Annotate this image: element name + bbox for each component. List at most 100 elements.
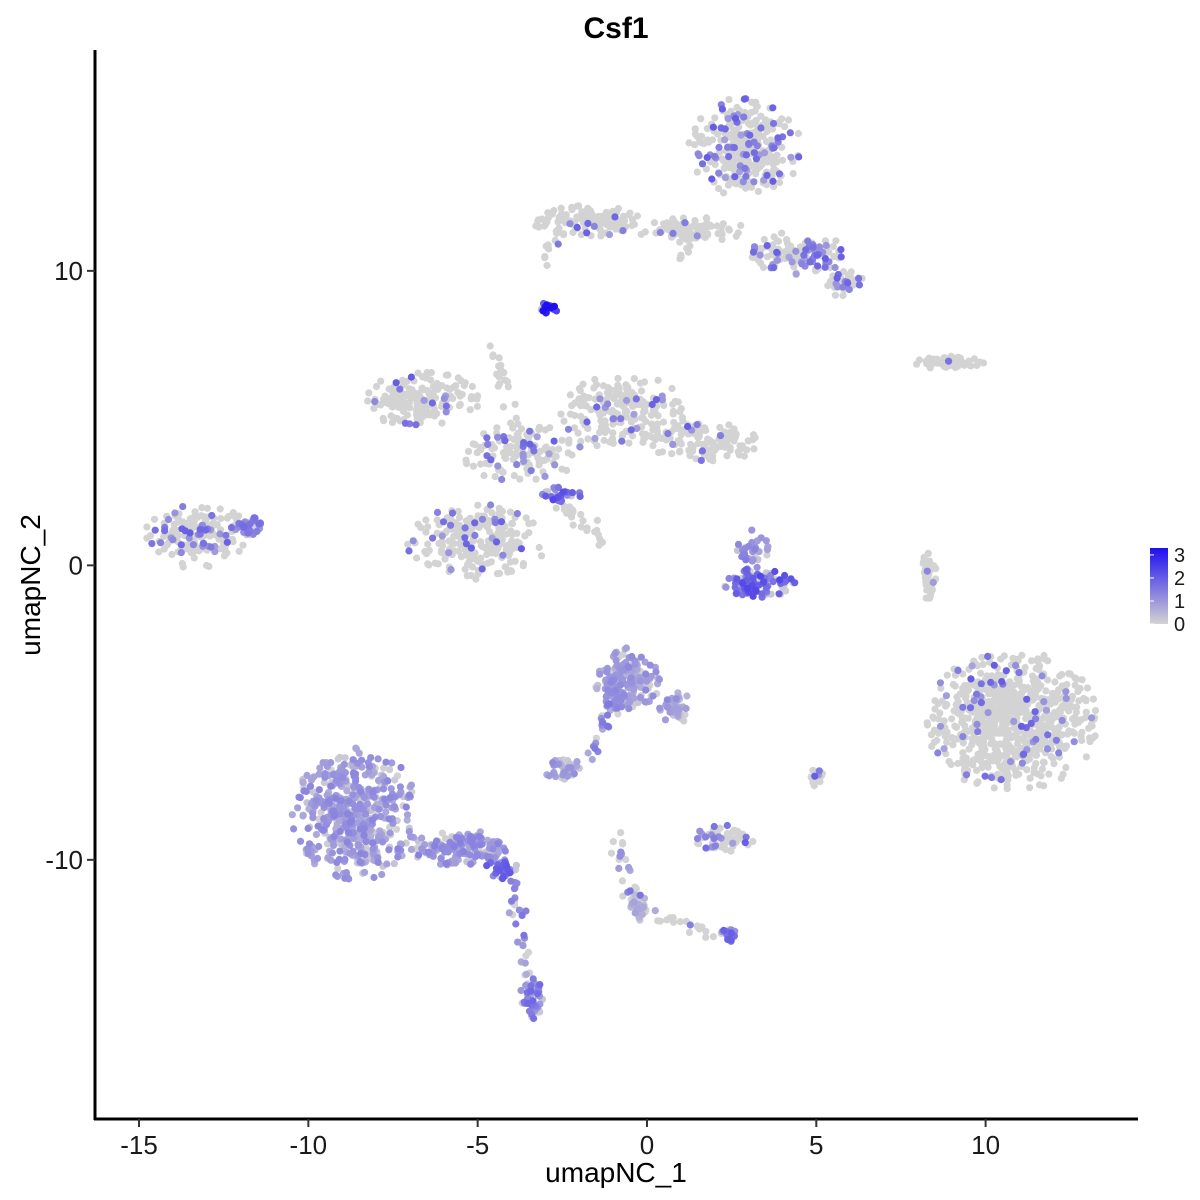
cell-point xyxy=(343,810,351,818)
cell-point xyxy=(693,132,702,140)
cell-point xyxy=(433,508,442,516)
cell-point xyxy=(391,776,399,784)
cell-point xyxy=(599,382,608,390)
cell-point xyxy=(811,772,819,780)
cell-point xyxy=(579,380,587,388)
cell-point xyxy=(756,572,765,580)
cell-point xyxy=(510,455,518,463)
cell-point xyxy=(954,759,962,768)
cell-point xyxy=(563,466,571,474)
cell-point xyxy=(438,532,446,540)
cell-point xyxy=(384,777,392,785)
cell-point xyxy=(727,929,735,937)
cell-point xyxy=(456,513,464,522)
cell-point xyxy=(545,450,553,458)
cell-point xyxy=(822,241,830,249)
cell-point xyxy=(725,153,733,161)
cell-point xyxy=(748,526,756,534)
cell-point xyxy=(148,540,156,548)
cell-point xyxy=(770,144,778,152)
cell-point xyxy=(575,395,583,403)
cell-point xyxy=(618,877,627,885)
cell-point xyxy=(627,426,635,434)
cell-point xyxy=(1082,753,1090,761)
cell-point xyxy=(725,429,733,437)
cell-point xyxy=(618,839,627,847)
cell-point xyxy=(1026,686,1034,695)
cell-point xyxy=(741,839,749,847)
cell-point xyxy=(541,426,549,434)
cell-point xyxy=(695,222,703,230)
cell-point xyxy=(831,291,840,299)
cell-point xyxy=(961,722,969,730)
x-tick-label: 5 xyxy=(809,1130,823,1160)
cell-point xyxy=(512,861,521,869)
cell-point xyxy=(472,575,480,583)
cell-point xyxy=(694,150,702,158)
cell-point xyxy=(419,373,427,381)
cell-point xyxy=(708,175,716,183)
cell-point xyxy=(463,572,471,580)
legend-tick-label: 3 xyxy=(1174,545,1185,567)
cell-point xyxy=(157,539,165,547)
cell-point xyxy=(191,508,199,516)
cell-point xyxy=(406,404,414,412)
cell-point xyxy=(1041,712,1049,720)
cell-point xyxy=(821,255,830,263)
cell-point xyxy=(571,411,579,420)
cell-point xyxy=(683,692,691,700)
cell-point xyxy=(605,231,614,239)
cell-point xyxy=(442,371,450,379)
cell-point xyxy=(500,369,508,377)
cell-point xyxy=(179,503,187,511)
cell-point xyxy=(743,584,751,592)
cell-point xyxy=(726,130,734,139)
cell-point xyxy=(549,759,557,767)
cell-point xyxy=(620,217,629,225)
cell-point xyxy=(783,239,792,247)
cell-point xyxy=(480,472,488,480)
cell-point xyxy=(423,386,431,395)
cell-point xyxy=(484,440,492,448)
cell-point xyxy=(730,437,738,445)
cell-point xyxy=(455,402,463,410)
cell-point xyxy=(391,400,399,409)
cell-point xyxy=(1055,749,1063,757)
cell-point xyxy=(489,352,497,361)
cell-point xyxy=(959,755,967,763)
cell-point xyxy=(757,112,765,120)
cell-point xyxy=(560,417,568,425)
cell-point xyxy=(168,550,176,559)
cell-point xyxy=(617,829,625,837)
cell-point xyxy=(464,447,473,455)
cell-point xyxy=(981,772,989,780)
cell-point xyxy=(1002,736,1011,744)
cell-point xyxy=(769,578,777,586)
cell-point xyxy=(412,421,420,429)
cell-point xyxy=(456,541,465,549)
cell-point xyxy=(377,377,385,385)
cell-point xyxy=(925,557,934,565)
cell-point xyxy=(349,791,357,799)
cell-point xyxy=(630,375,638,383)
cell-point xyxy=(483,434,491,442)
cell-point xyxy=(711,842,720,850)
cell-point xyxy=(1003,785,1011,793)
cell-point xyxy=(650,219,659,227)
cell-point xyxy=(433,516,441,524)
cell-point xyxy=(360,831,368,839)
cell-point xyxy=(1034,744,1042,753)
cell-point xyxy=(622,644,631,652)
cell-point xyxy=(573,223,581,231)
cell-point xyxy=(1068,703,1076,711)
cell-point xyxy=(717,223,726,231)
cell-point xyxy=(382,758,390,766)
cell-point xyxy=(555,445,563,453)
cell-point xyxy=(607,678,615,686)
cell-point xyxy=(355,749,363,757)
cell-point xyxy=(186,529,194,537)
x-tick-label: -10 xyxy=(290,1130,328,1160)
cell-point xyxy=(1012,771,1020,779)
cell-point xyxy=(379,785,388,793)
cell-point xyxy=(499,468,507,476)
